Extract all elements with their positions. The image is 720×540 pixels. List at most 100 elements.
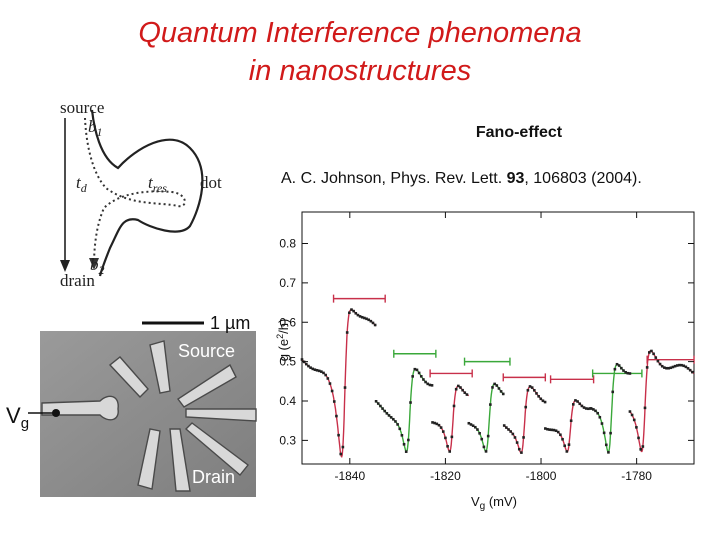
data-point: [417, 371, 421, 375]
data-point: [383, 409, 387, 413]
data-point: [411, 375, 414, 378]
data-point: [454, 387, 458, 391]
title-line-2: in nanostructures: [248, 55, 472, 87]
resonance-curve-3: [432, 385, 470, 453]
y-tick-label: 0.6: [279, 315, 296, 329]
data-point: [596, 411, 599, 415]
x-tick-label: -1800: [526, 469, 557, 483]
data-point: [511, 432, 515, 436]
data-point: [493, 382, 496, 386]
data-point: [630, 413, 634, 417]
resonant-path: [84, 117, 186, 267]
data-point: [650, 349, 653, 353]
data-point: [437, 423, 441, 427]
data-point: [624, 370, 627, 374]
data-point: [369, 319, 373, 323]
data-point: [548, 428, 551, 431]
data-point: [604, 443, 608, 447]
data-point: [431, 421, 434, 424]
data-point: [320, 370, 323, 373]
gate-electrodes: [41, 340, 257, 492]
gate-right: [185, 408, 257, 422]
drain-region-label: Drain: [192, 467, 235, 487]
data-point: [565, 450, 569, 453]
data-point: [678, 363, 681, 367]
data-point: [550, 428, 554, 432]
data-point: [396, 423, 399, 426]
data-point: [688, 368, 692, 372]
data-point: [567, 443, 571, 446]
data-point: [356, 313, 360, 317]
citation: A. C. Johnson, Phys. Rev. Lett. 93, 1068…: [281, 170, 701, 188]
td-label: td: [76, 173, 88, 195]
data-point: [686, 367, 690, 370]
data-point: [639, 448, 642, 451]
resonant-path-arrow: [89, 258, 99, 270]
data-point: [578, 402, 582, 406]
gate-lower-right: [184, 422, 249, 477]
data-point: [552, 428, 556, 432]
data-point: [343, 386, 347, 389]
gate-lower-left: [137, 428, 161, 490]
x-tick-label: -1780: [621, 469, 652, 483]
data-point: [422, 378, 425, 381]
data-point: [365, 317, 368, 321]
citation-suffix: , 106803 (2004).: [524, 170, 642, 187]
gate-upper-right: [176, 363, 237, 408]
data-point: [428, 383, 432, 387]
data-point: [582, 406, 586, 409]
data-point: [328, 382, 332, 385]
data-point: [495, 384, 499, 387]
data-point: [611, 390, 615, 394]
gate-lower-mid: [169, 428, 191, 492]
data-point: [322, 371, 325, 375]
data-point: [680, 363, 683, 367]
data-point: [330, 389, 334, 393]
data-point: [473, 425, 477, 429]
data-point: [324, 373, 327, 377]
data-point: [465, 393, 469, 396]
data-point: [341, 445, 345, 449]
data-point: [450, 435, 454, 439]
gate-upper-left: [108, 356, 149, 399]
title-line-1: Quantum Interference phenomena: [138, 17, 582, 49]
data-point: [374, 399, 378, 403]
tres-label: tres: [148, 173, 167, 195]
data-point: [528, 385, 532, 388]
data-point: [413, 367, 417, 371]
data-point: [376, 402, 380, 405]
data-point: [675, 364, 679, 367]
data-point: [648, 351, 651, 354]
data-point: [491, 386, 494, 389]
data-point: [424, 380, 427, 384]
source-region-label: Source: [178, 341, 235, 361]
data-point: [404, 450, 408, 453]
chart-range-bars: [332, 294, 695, 384]
data-point: [561, 437, 564, 441]
data-point: [387, 414, 391, 417]
data-point: [439, 426, 443, 429]
data-point: [641, 445, 645, 448]
data-point: [617, 364, 621, 367]
data-point: [484, 450, 488, 453]
data-point: [367, 318, 370, 322]
data-point: [394, 420, 397, 423]
data-point: [354, 311, 358, 315]
data-point: [539, 397, 543, 401]
data-point: [691, 370, 694, 374]
data-point: [535, 392, 538, 395]
data-point: [526, 388, 530, 392]
data-point: [337, 433, 340, 437]
data-point: [530, 386, 534, 389]
fano-effect-heading: Fano-effect: [475, 124, 563, 141]
data-point: [345, 331, 349, 334]
data-point: [463, 391, 467, 394]
data-point: [315, 369, 319, 372]
data-point: [317, 369, 321, 373]
data-point: [594, 409, 597, 413]
data-point: [444, 436, 447, 440]
data-point: [415, 368, 419, 372]
data-point: [371, 321, 375, 325]
data-point: [609, 431, 612, 435]
data-point: [632, 418, 636, 422]
